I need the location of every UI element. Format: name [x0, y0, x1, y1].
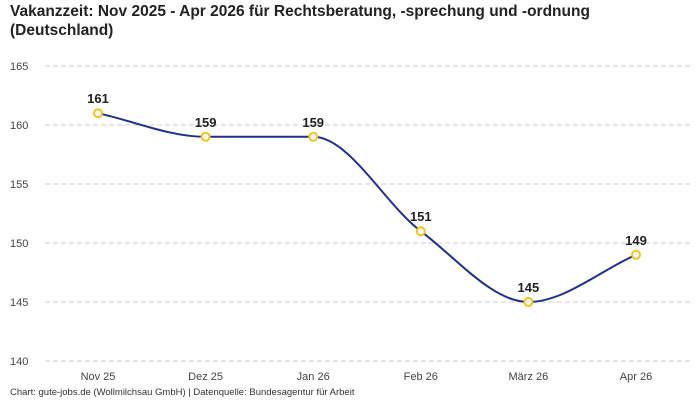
data-label: 145	[518, 280, 540, 295]
data-point	[631, 249, 641, 260]
data-point	[523, 297, 534, 307]
y-tick-label: 145	[10, 297, 28, 309]
x-tick-label: Jan 26	[297, 371, 330, 383]
data-point	[200, 131, 211, 142]
data-label: 161	[87, 91, 109, 106]
y-axis-ticks: 140 145 150 155 160 165	[10, 61, 28, 368]
x-tick-label: März 26	[509, 371, 549, 383]
data-label: 151	[410, 209, 432, 224]
series-line	[97, 112, 637, 304]
data-point	[93, 108, 103, 119]
y-tick-label: 150	[10, 238, 28, 250]
series-line-path	[97, 112, 637, 304]
y-tick-label: 165	[10, 61, 28, 73]
data-point	[415, 226, 426, 237]
chart-title: Vakanzzeit: Nov 2025 - Apr 2026 für Rech…	[10, 3, 590, 39]
x-tick-label: Dez 25	[188, 371, 223, 383]
y-tick-label: 160	[10, 120, 28, 132]
data-labels: 161 159 159 151 145 149	[87, 91, 647, 295]
data-label: 149	[625, 233, 647, 248]
data-label: 159	[195, 115, 217, 130]
gridlines	[45, 65, 690, 362]
data-label: 159	[302, 115, 324, 130]
x-tick-label: Apr 26	[620, 371, 652, 383]
chart-footer: Chart: gute-jobs.de (Wollmilchsau GmbH) …	[10, 387, 355, 398]
y-tick-label: 155	[10, 179, 28, 191]
data-markers	[93, 108, 641, 307]
x-tick-label: Nov 25	[81, 371, 116, 383]
data-point	[308, 131, 319, 142]
x-axis-ticks: Nov 25 Dez 25 Jan 26 Feb 26 März 26 Apr 26	[81, 371, 653, 383]
x-tick-label: Feb 26	[404, 371, 438, 383]
y-tick-label: 140	[10, 356, 28, 368]
